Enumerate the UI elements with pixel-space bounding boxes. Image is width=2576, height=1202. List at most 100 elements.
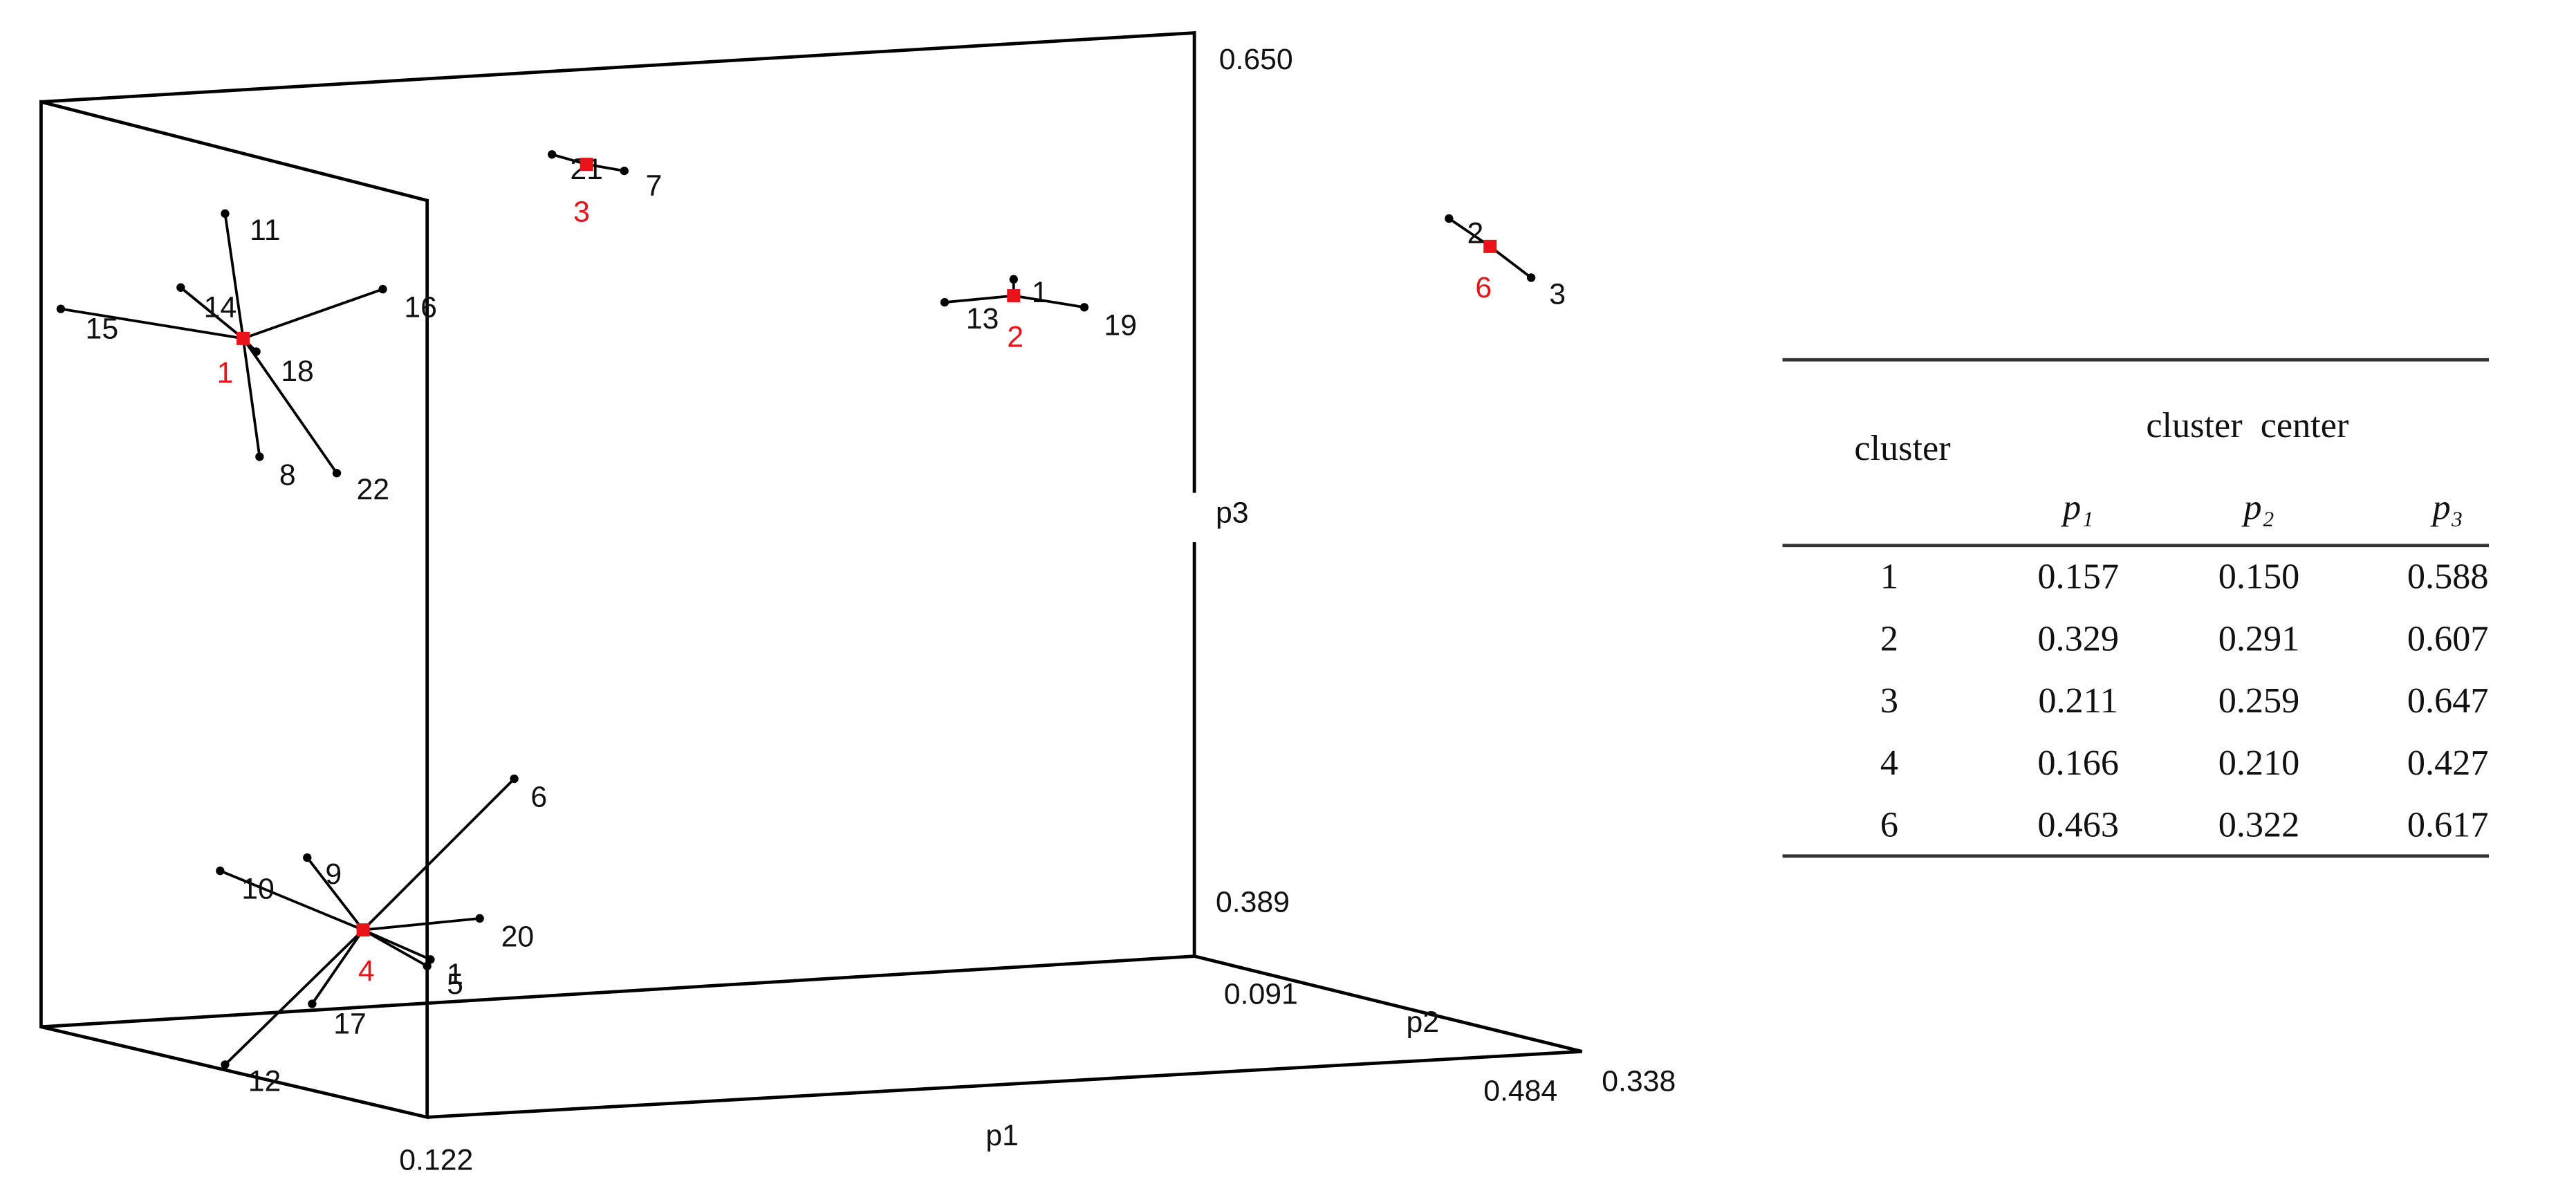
point-label: 5 (447, 968, 463, 1001)
point (176, 283, 185, 292)
table-cell: 0.322 (2218, 805, 2300, 845)
point-label: 8 (279, 459, 296, 492)
tick-label: 0.338 (1602, 1064, 1676, 1098)
cluster-center (1007, 289, 1021, 303)
point-label: 7 (646, 169, 662, 203)
point (378, 284, 387, 294)
spoke (1448, 217, 1491, 248)
point-label: 11 (250, 214, 280, 247)
point (1445, 214, 1454, 223)
p2-axis (1194, 954, 1583, 1053)
spoke (362, 917, 480, 932)
table-cell: 0.210 (2218, 743, 2300, 783)
point-label: 19 (1104, 309, 1137, 342)
point-label: 2 (1467, 217, 1483, 250)
spoke (362, 777, 515, 931)
cluster-center (237, 331, 250, 345)
table-cell: 0.427 (2407, 743, 2489, 783)
tick-label: 0.389 (1216, 885, 1290, 918)
table-cell: 3 (1880, 681, 1898, 721)
axis-label: p3 (1216, 496, 1249, 529)
cluster-label: 6 (1475, 271, 1492, 304)
back-wall-edge (41, 30, 1196, 493)
point (426, 955, 435, 964)
table-cell: 2 (1880, 618, 1898, 658)
point-label: 6 (530, 780, 547, 813)
point (1009, 275, 1018, 284)
clusters: 1114161518822121731131922366109201517124 (56, 150, 1566, 1098)
tick-label: 0.091 (1224, 978, 1298, 1011)
tick-label: 0.650 (1219, 43, 1293, 76)
cluster-center (580, 158, 593, 172)
point (475, 914, 484, 923)
box (39, 30, 1583, 1120)
point-label: 1 (447, 958, 463, 991)
point (303, 853, 312, 862)
table-cell: 6 (1880, 805, 1898, 845)
column-header: p₂ (2241, 488, 2274, 528)
point (332, 469, 342, 478)
spoke (362, 928, 428, 968)
spoke (180, 286, 244, 340)
point-label: 10 (241, 872, 275, 905)
tick-label: 0.122 (399, 1143, 473, 1176)
point-label: 20 (501, 920, 535, 953)
cluster-label: 4 (358, 954, 375, 988)
spoke (1013, 294, 1085, 309)
header-cell: cluster (1854, 428, 1950, 468)
point-label: 17 (333, 1007, 367, 1040)
point (510, 774, 519, 784)
table-cell: 0.588 (2407, 556, 2489, 596)
point (1079, 303, 1089, 312)
spoke (219, 869, 364, 932)
point (620, 166, 629, 176)
axis-label: p2 (1407, 1006, 1440, 1039)
table-cell: 0.166 (2037, 743, 2119, 783)
spoke (241, 338, 261, 457)
point-label: 22 (357, 473, 390, 506)
table-cell: 0.157 (2037, 556, 2119, 596)
point-label: 12 (248, 1064, 281, 1098)
spoke (224, 929, 364, 1066)
point-label: 1 (1032, 276, 1048, 309)
point-label: 14 (204, 290, 237, 324)
table-cell: 0.607 (2407, 618, 2489, 658)
column-header: p₃ (2430, 488, 2463, 528)
point (255, 452, 264, 461)
table-cell: 0.463 (2037, 805, 2119, 845)
table-cell: 0.150 (2218, 556, 2300, 596)
axis-label: p1 (985, 1119, 1019, 1152)
point-label: 13 (966, 302, 999, 335)
table-cell: 0.647 (2407, 681, 2489, 721)
cluster-center (1483, 239, 1497, 253)
header-cell: cluster center (2146, 405, 2348, 445)
point (216, 866, 225, 876)
spoke (306, 856, 364, 931)
point-label: 9 (325, 858, 342, 891)
point (548, 150, 557, 159)
table-cell: 1 (1880, 556, 1898, 596)
table-cell: 4 (1880, 743, 1898, 783)
spoke (311, 929, 364, 1005)
spoke (944, 294, 1014, 304)
point (56, 304, 66, 313)
point (308, 999, 317, 1008)
spoke (223, 213, 245, 339)
point (423, 961, 432, 971)
tick-label: 0.484 (1483, 1075, 1557, 1108)
column-header: p₁ (2060, 488, 2093, 528)
point-label: 18 (281, 355, 314, 388)
point (940, 297, 949, 307)
cluster-label: 1 (217, 357, 234, 390)
point-label: 15 (86, 312, 119, 345)
cluster-label: 3 (573, 196, 590, 229)
p1-axis (427, 1050, 1582, 1119)
table-cell: 0.259 (2218, 681, 2300, 721)
point (221, 1060, 230, 1069)
table: cluster cluster center p₁ p₂ p₃ 1 0.157 0.150… (1782, 358, 2490, 858)
floor-back-edge (41, 954, 1195, 1029)
spoke (242, 288, 384, 340)
point (221, 209, 230, 219)
